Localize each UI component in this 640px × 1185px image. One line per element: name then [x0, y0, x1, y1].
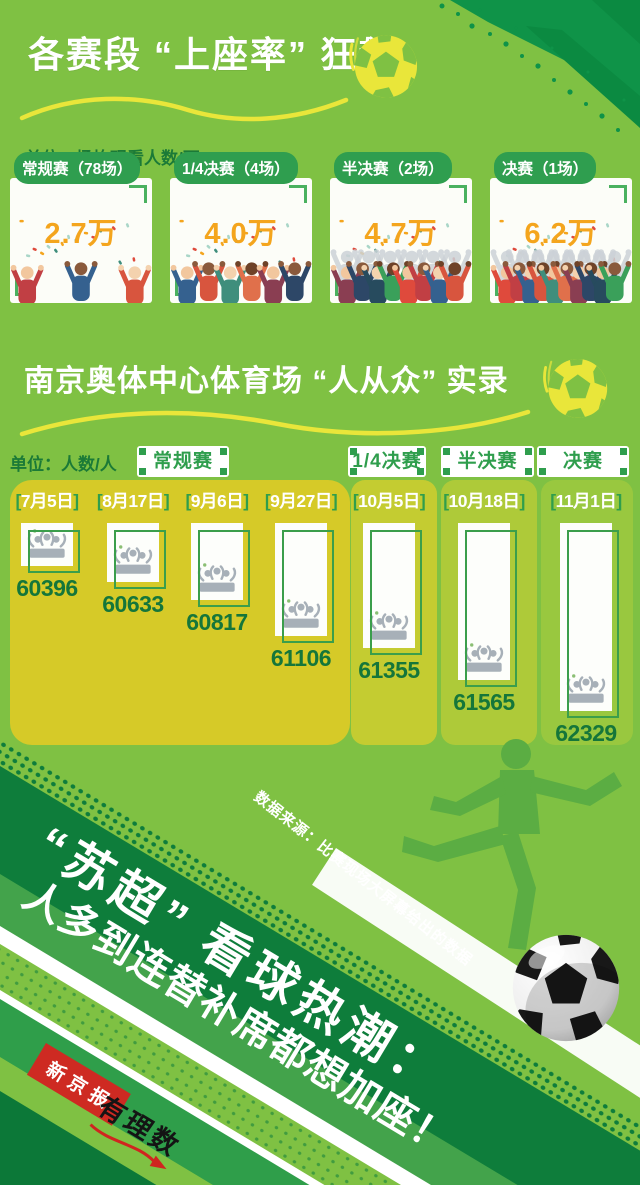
- stage-label-regular: 常规赛: [137, 446, 229, 477]
- chart-column: [9月27日] 61106: [257, 489, 345, 671]
- chart-column: [8月17日] 60633: [89, 489, 177, 617]
- card-tab: 常规赛（78场）: [14, 152, 141, 184]
- bracket: ]: [419, 491, 426, 511]
- wave-underline-2: [19, 409, 531, 437]
- date-text: 10月5日: [358, 491, 420, 511]
- football-icon: [543, 359, 608, 418]
- card-body: 4.7万: [330, 178, 472, 303]
- soccer-ball: [512, 934, 620, 1042]
- stage-label-semifinal: 半决赛: [441, 446, 534, 477]
- attendance-value: 60633: [102, 591, 164, 617]
- attendance-value: 62329: [555, 720, 617, 746]
- cheering-crowd-illustration: [170, 219, 312, 303]
- wave-underline-1: [19, 96, 349, 122]
- bracket: [: [15, 491, 21, 511]
- chart-column: [7月5日] 60396: [3, 489, 91, 601]
- stage-label-quarterfinal: 1/4决赛: [348, 446, 426, 477]
- cheering-crowd-illustration: [330, 219, 472, 303]
- attendance-value: 60817: [186, 609, 248, 635]
- chart-column: [10月5日] 61355: [345, 489, 433, 683]
- attendance-value: 60396: [16, 575, 78, 601]
- card-tab: 决赛（1场）: [494, 152, 597, 184]
- unit-label-2: 单位：人数/人: [10, 455, 117, 474]
- bracket: [: [264, 491, 271, 511]
- chart-column: [10月18日] 61565: [440, 489, 528, 715]
- card-value: 4.7万: [364, 218, 438, 250]
- football-player-silhouette: [402, 739, 622, 950]
- date-text: 9月6日: [190, 491, 244, 511]
- stage-label-final: 决赛: [537, 446, 629, 477]
- bar-outline: [114, 530, 166, 589]
- chart-column: [9月6日] 60817: [173, 489, 261, 635]
- date-label: [9月27日]: [257, 489, 345, 513]
- football-icon: [349, 35, 418, 98]
- date-label: [9月6日]: [173, 489, 261, 513]
- bracket: ]: [331, 491, 338, 511]
- bracket: [: [185, 491, 191, 511]
- date-label: [8月17日]: [89, 489, 177, 513]
- stage-label-text: 决赛: [562, 451, 603, 472]
- bracket: [: [352, 491, 359, 511]
- bracket: ]: [519, 491, 525, 511]
- bar-outline: [370, 530, 422, 655]
- bar-outline: [28, 530, 80, 573]
- card-value: 2.7万: [44, 218, 118, 250]
- stat-card-semifinal: 半决赛（2场） 4.7万: [330, 152, 472, 305]
- bar-outline: [567, 530, 619, 718]
- stat-card-final: 决赛（1场） 6.2万: [490, 152, 632, 305]
- bar-outline: [282, 530, 334, 643]
- bracket: ]: [73, 491, 79, 511]
- date-label: [10月5日]: [345, 489, 433, 513]
- cheering-crowd-illustration: [10, 219, 152, 303]
- date-label: [11月1日]: [542, 489, 630, 513]
- crowd-icon: [464, 643, 504, 672]
- date-text: 9月27日: [270, 491, 332, 511]
- date-label: [10月18日]: [440, 489, 528, 513]
- date-text: 11月1日: [555, 491, 617, 511]
- crowd-icon: [113, 545, 153, 574]
- bracket: ]: [163, 491, 170, 511]
- card-value: 4.0万: [204, 218, 278, 250]
- card-value: 6.2万: [524, 218, 598, 250]
- stage-label-text: 1/4决赛: [352, 451, 422, 472]
- card-body: 6.2万: [490, 178, 632, 303]
- attendance-value: 61106: [270, 645, 332, 671]
- card-body: 2.7万: [10, 178, 152, 303]
- youlishu-logo: 有理数: [86, 1085, 195, 1178]
- stage-label-text: 常规赛: [152, 451, 213, 472]
- bracket: [: [443, 491, 449, 511]
- bracket: ]: [243, 491, 249, 511]
- stat-card-quarterfinal: 1/4决赛（4场） 4.0万: [170, 152, 312, 305]
- bracket: [: [550, 491, 556, 511]
- attendance-value: 61355: [358, 657, 420, 683]
- crowd-icon: [369, 611, 409, 640]
- date-text: 10月18日: [448, 491, 520, 511]
- red-arrow-underline: [89, 1123, 167, 1170]
- attendance-value: 61565: [453, 689, 515, 715]
- grunge-brush-top-right: [439, 0, 640, 132]
- bar-outline: [465, 530, 517, 687]
- section2-title: 南京奥体中心体育场 “人从众” 实录: [24, 365, 509, 398]
- date-text: 8月17日: [102, 491, 164, 511]
- section1-title: 各赛段 “上座率” 狂飙: [28, 34, 397, 75]
- stat-card-regular: 常规赛（78场） 2.7万: [10, 152, 152, 305]
- date-text: 7月5日: [20, 491, 74, 511]
- card-body: 4.0万: [170, 178, 312, 303]
- date-label: [7月5日]: [3, 489, 91, 513]
- crowd-icon: [566, 674, 606, 703]
- card-tab: 1/4决赛（4场）: [174, 152, 298, 184]
- bracket: [: [96, 491, 103, 511]
- card-tab: 半决赛（2场）: [334, 152, 452, 184]
- stage-label-text: 半决赛: [457, 451, 518, 472]
- cheering-crowd-illustration: [490, 219, 632, 303]
- bar-outline: [198, 530, 250, 607]
- bracket: ]: [616, 491, 622, 511]
- chart-column: [11月1日] 62329: [542, 489, 630, 746]
